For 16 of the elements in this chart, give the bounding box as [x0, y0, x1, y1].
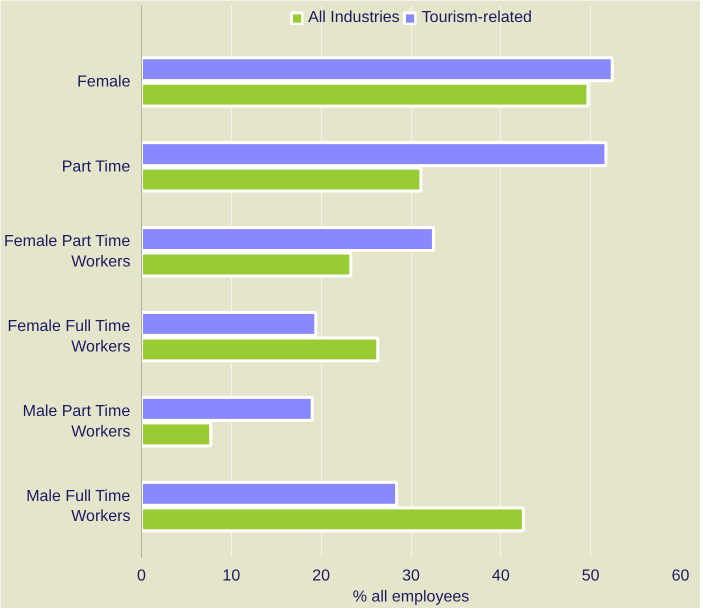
y-tick-label: Part Time: [62, 158, 130, 176]
y-tick-label: Male Full Time Workers: [26, 488, 130, 526]
legend-label: All Industries: [308, 9, 400, 27]
x-tick-label: 40: [492, 568, 510, 584]
x-tick-label: 50: [582, 568, 600, 584]
x-tick-label: 30: [402, 568, 420, 584]
x-tick-label: 10: [222, 568, 240, 584]
y-tick-label: Female Part Time Workers: [4, 233, 130, 270]
x-tick-label: 60: [672, 568, 690, 584]
x-axis-title: % all employees: [352, 588, 470, 606]
y-tick-label: Female Full Time Workers: [8, 318, 130, 356]
y-tick-label: Female: [77, 73, 131, 90]
x-tick-label: 20: [312, 568, 330, 584]
y-tick-label: Male Part Time Workers: [22, 402, 130, 440]
x-tick-label: 0: [137, 568, 146, 584]
legend-label: Tourism-related: [422, 9, 532, 27]
